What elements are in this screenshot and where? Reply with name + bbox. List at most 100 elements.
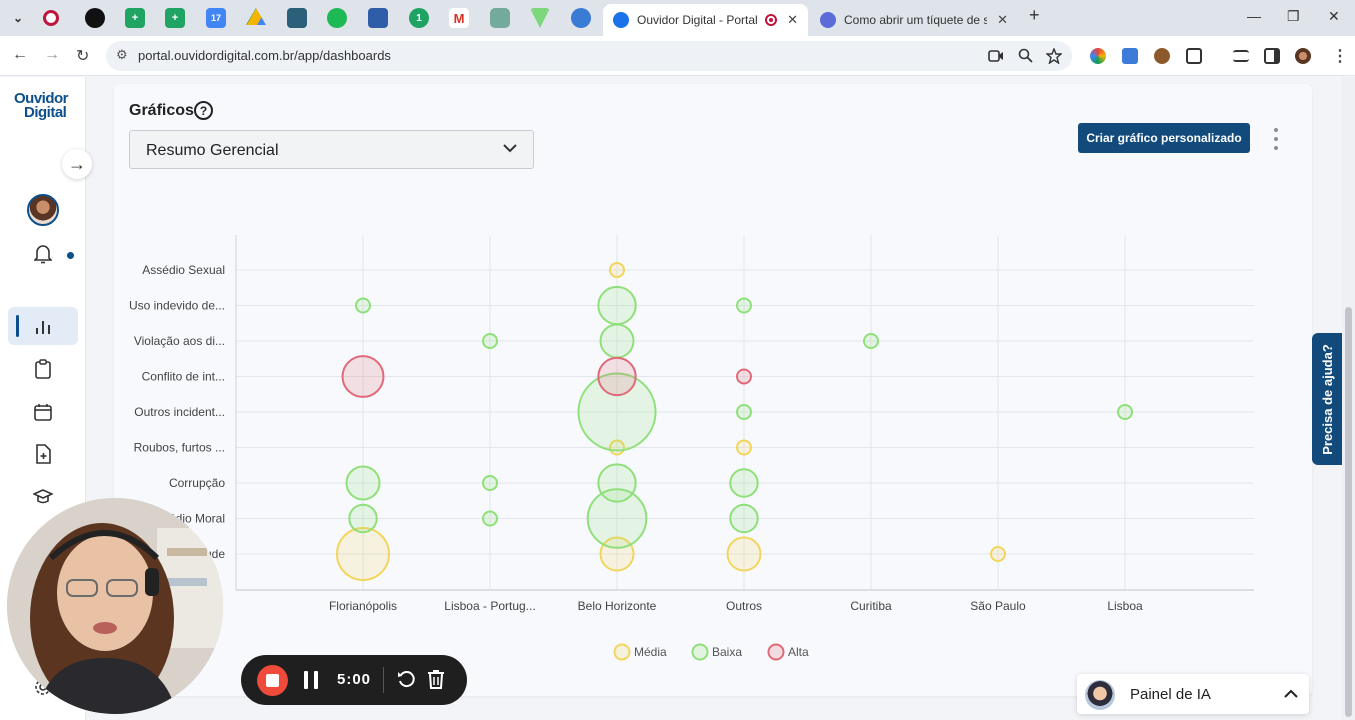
browser-toolbar: ← → ↻ ⚙ portal.ouvidordigital.com.br/app…: [0, 36, 1355, 76]
close-tab-icon[interactable]: ✕: [997, 12, 1008, 27]
tab-search-dropdown-icon[interactable]: ⌄: [12, 11, 24, 25]
pinned-tab-icon[interactable]: +: [165, 8, 185, 28]
tab-support-ticket[interactable]: Como abrir um tíquete de suporte ✕: [810, 4, 1018, 36]
logo-line-2: Digital: [24, 104, 67, 121]
ouvidor-digital-logo[interactable]: Ouvidor Digital: [14, 90, 69, 121]
help-circle-icon[interactable]: ?: [194, 101, 213, 120]
stop-recording-button[interactable]: [257, 665, 288, 696]
notification-dot: [67, 252, 74, 259]
create-custom-chart-button[interactable]: Criar gráfico personalizado: [1078, 123, 1250, 153]
dashboard-select[interactable]: Resumo Gerencial: [129, 130, 534, 169]
extension-icon[interactable]: [1122, 48, 1138, 64]
y-tick-label: Violação aos di...: [134, 334, 225, 348]
bubble-point: [736, 368, 752, 385]
restore-window-icon[interactable]: ❐: [1287, 8, 1300, 24]
close-tab-icon[interactable]: ✕: [787, 12, 798, 27]
browser-menu-icon[interactable]: ⋮: [1332, 48, 1348, 65]
pinned-tab-icon[interactable]: [571, 8, 591, 28]
pinned-tab-icon[interactable]: +: [125, 8, 145, 28]
x-tick-label: Florianópolis: [329, 599, 397, 613]
recording-timer: 5:00: [337, 671, 372, 688]
camera-icon[interactable]: [988, 49, 1004, 63]
bubble-point: [345, 465, 381, 501]
bubble-point: [736, 297, 752, 314]
bubble-point: [736, 404, 752, 420]
pinned-tab-icon[interactable]: [85, 8, 105, 28]
site-info-icon[interactable]: ⚙: [116, 47, 128, 62]
file-plus-icon[interactable]: [30, 441, 56, 467]
x-tick-label: Lisboa - Portug...: [444, 599, 535, 613]
pinned-tab-icon[interactable]: [246, 8, 266, 25]
pinned-tab-icon[interactable]: [368, 8, 388, 28]
graduation-cap-icon[interactable]: [30, 484, 56, 510]
user-avatar[interactable]: [27, 194, 59, 226]
media-control-icon[interactable]: [1233, 50, 1249, 62]
url-text: portal.ouvidordigital.com.br/app/dashboa…: [138, 48, 391, 63]
extensions-puzzle-icon[interactable]: [1186, 48, 1202, 64]
help-side-tab[interactable]: Precisa de ajuda?: [1312, 333, 1342, 465]
ai-panel-label: Painel de IA: [1130, 686, 1211, 703]
stop-icon: [266, 674, 279, 687]
more-options-icon[interactable]: [1270, 128, 1282, 150]
address-bar[interactable]: ⚙ portal.ouvidordigital.com.br/app/dashb…: [106, 41, 1072, 71]
pinned-tab-icon[interactable]: [327, 8, 347, 28]
calendar-icon[interactable]: [30, 399, 56, 425]
bubble-point: [990, 546, 1006, 562]
side-panel-icon[interactable]: [1264, 48, 1280, 64]
scrollbar-thumb[interactable]: [1345, 307, 1352, 717]
dashboard-card: [114, 84, 1312, 696]
x-tick-label: Lisboa: [1107, 599, 1143, 613]
chevron-up-icon[interactable]: [1283, 686, 1299, 702]
bookmark-star-icon[interactable]: [1046, 48, 1062, 64]
restart-recording-icon[interactable]: [396, 669, 416, 689]
bubble-point: [597, 285, 637, 326]
pinned-tab-icon[interactable]: [287, 8, 307, 28]
legend-label: Alta: [788, 645, 809, 659]
profile-avatar-icon[interactable]: [1295, 48, 1311, 64]
browser-tab-strip: ⌄ + + 17 1 M Ouvidor Digital - Portal ✕ …: [0, 0, 1355, 36]
page-title: Gráficos: [129, 102, 194, 119]
ai-panel[interactable]: Painel de IA: [1077, 674, 1309, 714]
pinned-tab-icon[interactable]: 17: [206, 8, 226, 28]
pause-icon[interactable]: [304, 671, 318, 689]
webcam-overlay[interactable]: [7, 498, 223, 714]
bubble-point: [348, 503, 378, 534]
recording-controls: 5:00: [241, 655, 467, 705]
minimize-window-icon[interactable]: —: [1247, 8, 1261, 24]
logo-line-1: Ouvidor: [14, 90, 69, 107]
pinned-tab-icon[interactable]: M: [449, 8, 469, 28]
zoom-icon[interactable]: [1018, 48, 1033, 63]
back-icon[interactable]: ←: [12, 46, 28, 63]
pinned-tab-icon[interactable]: [490, 8, 510, 28]
x-tick-label: Curitiba: [850, 599, 892, 613]
legend-swatch: [767, 643, 785, 661]
trash-icon[interactable]: [427, 669, 445, 689]
legend-label: Média: [634, 645, 667, 659]
forward-icon[interactable]: →: [44, 46, 60, 63]
clipboard-icon[interactable]: [30, 356, 56, 382]
page-scrollbar[interactable]: [1342, 77, 1355, 720]
x-tick-label: São Paulo: [970, 599, 1026, 613]
chart-icon[interactable]: [30, 313, 56, 339]
legend-label: Baixa: [712, 645, 742, 659]
bubble-point: [729, 503, 759, 534]
new-tab-icon[interactable]: +: [1029, 5, 1040, 25]
expand-sidebar-arrow-icon[interactable]: →: [62, 149, 92, 179]
bubble-point: [736, 439, 752, 456]
tab-ouvidor-digital[interactable]: Ouvidor Digital - Portal ✕: [603, 4, 808, 36]
pinned-tab-icon[interactable]: 1: [409, 8, 429, 28]
chevron-down-icon: [503, 144, 517, 153]
x-tick-label: Outros: [726, 599, 762, 613]
pinned-tab-icon[interactable]: [530, 8, 550, 28]
bubble-point: [726, 536, 762, 572]
bubble-point: [599, 323, 635, 359]
extension-icon[interactable]: [1090, 48, 1106, 64]
bell-icon[interactable]: [30, 241, 56, 267]
extension-icon[interactable]: [1154, 48, 1170, 64]
reload-icon[interactable]: ↻: [76, 48, 90, 65]
pinned-tab-icon[interactable]: [43, 10, 59, 26]
dashboard-select-value: Resumo Gerencial: [146, 142, 279, 159]
bubble-point: [609, 262, 625, 278]
close-window-icon[interactable]: ✕: [1328, 8, 1340, 24]
help-side-tab-label: Precisa de ajuda?: [1319, 343, 1335, 455]
